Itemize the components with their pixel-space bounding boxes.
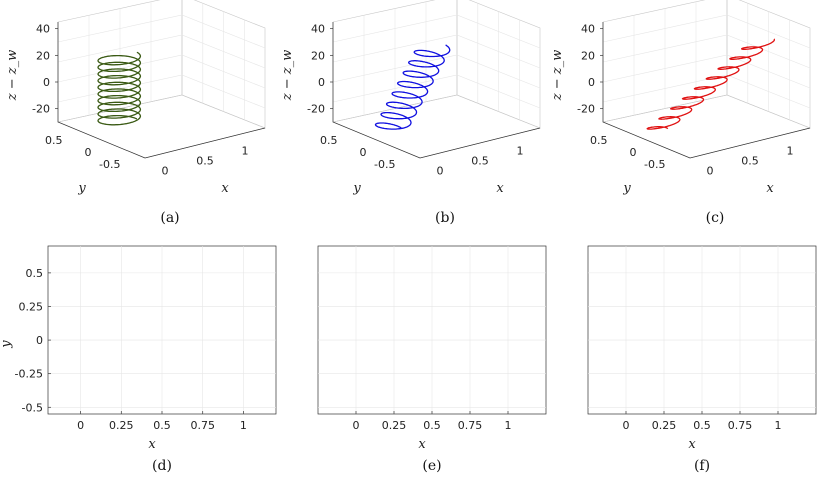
caption-a: (a) xyxy=(160,210,179,226)
y-tick-label: 0.5 xyxy=(45,134,63,147)
x-tick-label: 0.25 xyxy=(382,419,407,432)
z-tick-label: 40 xyxy=(311,23,325,36)
x-axis-label: x xyxy=(496,181,504,196)
y-tick-label: 0.25 xyxy=(19,300,44,313)
y-tick-label: -0.5 xyxy=(374,158,395,171)
grid-line xyxy=(57,34,266,69)
x-tick-label: 0.5 xyxy=(471,155,489,168)
trajectory-a xyxy=(97,51,142,126)
x-tick-label: 0.5 xyxy=(423,419,441,432)
x-tick-label: 0.75 xyxy=(728,419,753,432)
x-tick-label: 0.75 xyxy=(190,419,215,432)
x-tick-label: 0 xyxy=(353,419,360,432)
trajectory-b xyxy=(374,44,451,130)
x-axis-label: x xyxy=(418,437,426,452)
x-tick-label: 1 xyxy=(242,145,249,158)
x-tick-label: 1 xyxy=(505,419,512,432)
y-tick-label: -0.5 xyxy=(22,401,43,414)
z-axis-label: z − z_w xyxy=(280,50,295,101)
y-axis-label: y xyxy=(0,340,14,349)
grid-line xyxy=(332,74,541,109)
z-tick-label: -20 xyxy=(307,103,325,116)
y-tick-label: 0 xyxy=(36,334,43,347)
x-tick-label: 0.75 xyxy=(458,419,483,432)
y-tick-label: 0 xyxy=(630,146,637,159)
y-tick-label: 0 xyxy=(360,146,367,159)
x-tick-label: 1 xyxy=(787,145,794,158)
x-tick-label: 0.25 xyxy=(109,419,134,432)
x-tick-label: 0.5 xyxy=(693,419,711,432)
z-tick-label: 0 xyxy=(318,76,325,89)
y-tick-label: -0.5 xyxy=(99,158,120,171)
x-tick-label: 0 xyxy=(162,165,169,178)
caption-b: (b) xyxy=(435,210,455,226)
x-tick-label: 0.5 xyxy=(741,155,759,168)
z-tick-label: -20 xyxy=(32,103,50,116)
x-axis-label: x xyxy=(766,181,774,196)
grid-line xyxy=(602,54,811,89)
x-tick-label: 0.5 xyxy=(196,155,214,168)
y-tick-label: 0 xyxy=(85,146,92,159)
z-tick-label: 20 xyxy=(581,49,595,62)
z-tick-label: 0 xyxy=(43,76,50,89)
z-axis-label: z − z_w xyxy=(5,50,20,101)
trajectory-f xyxy=(597,328,810,359)
grid-line xyxy=(332,34,541,69)
axis-frame xyxy=(57,22,266,159)
x-tick-label: 0 xyxy=(707,165,714,178)
x-tick-label: 0.5 xyxy=(153,419,171,432)
z-tick-label: 20 xyxy=(311,49,325,62)
caption-d: (d) xyxy=(152,458,172,474)
y-tick-label: 0.5 xyxy=(26,267,44,280)
z-tick-label: 40 xyxy=(36,23,50,36)
z-tick-label: -20 xyxy=(577,103,595,116)
y-tick-label: -0.5 xyxy=(644,158,665,171)
z-tick-label: 40 xyxy=(581,23,595,36)
y-tick-label: -0.25 xyxy=(15,368,43,381)
x-tick-label: 0 xyxy=(623,419,630,432)
y-axis-label: y xyxy=(77,181,86,196)
axis-frame xyxy=(602,22,811,159)
caption-c: (c) xyxy=(706,210,725,226)
grid-line xyxy=(332,14,541,49)
caption-e: (e) xyxy=(422,458,441,474)
y-tick-label: 0.5 xyxy=(320,134,338,147)
y-tick-label: 0.5 xyxy=(590,134,608,147)
grid-line xyxy=(602,74,811,109)
x-axis-label: x xyxy=(688,437,696,452)
z-tick-label: 20 xyxy=(36,49,50,62)
z-tick-label: 0 xyxy=(588,76,595,89)
x-tick-label: 1 xyxy=(775,419,782,432)
x-tick-label: 1 xyxy=(240,419,247,432)
grid-line xyxy=(332,54,541,89)
x-tick-label: 0 xyxy=(437,165,444,178)
y-axis-label: y xyxy=(352,181,361,196)
caption-f: (f) xyxy=(694,458,710,474)
x-axis-label: x xyxy=(221,181,229,196)
trajectory-c xyxy=(646,38,775,130)
x-tick-label: 0.25 xyxy=(652,419,677,432)
y-axis-label: y xyxy=(622,181,631,196)
x-tick-label: 0 xyxy=(77,419,84,432)
z-axis-label: z − z_w xyxy=(550,50,565,101)
grid-line xyxy=(57,14,266,49)
grid-line xyxy=(602,34,811,69)
axis-frame xyxy=(332,22,541,159)
grid-line xyxy=(602,14,811,49)
x-tick-label: 1 xyxy=(517,145,524,158)
x-axis-label: x xyxy=(148,437,156,452)
